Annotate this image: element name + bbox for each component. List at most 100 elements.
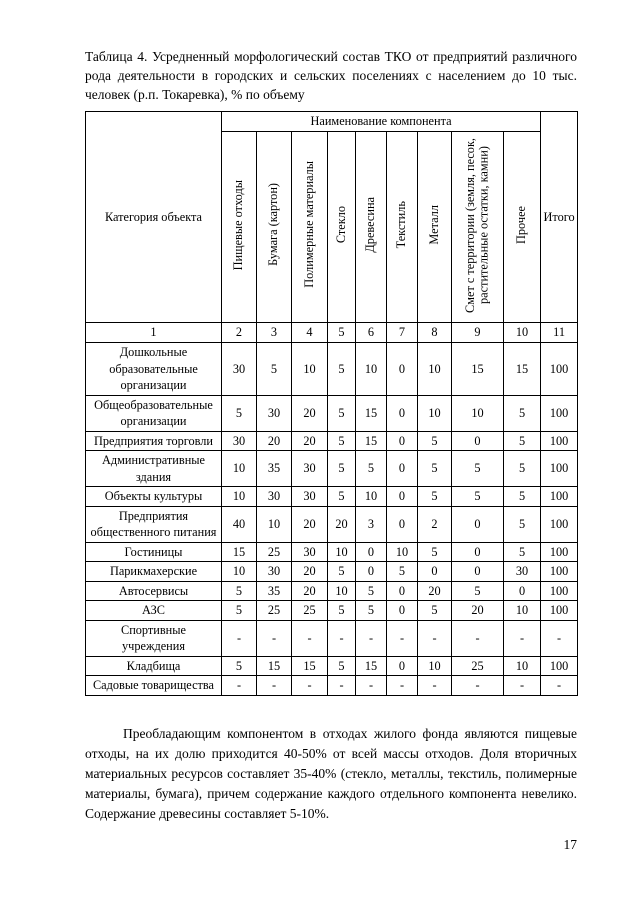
component-group-header-cell: Наименование компонента (220, 111, 542, 132)
numbering-cell: 1 (85, 322, 222, 343)
component-header-cell: Древесина (355, 131, 387, 323)
value-cell: 100 (540, 486, 579, 507)
value-cell: 20 (291, 505, 328, 543)
value-cell: 30 (221, 430, 257, 451)
numbering-cell: 11 (540, 322, 579, 343)
value-cell: 30 (291, 450, 328, 487)
value-cell: 5 (451, 486, 504, 507)
numbering-cell: 3 (256, 322, 292, 343)
table-row: Административные здания 10 35 30 5 5 0 5 5 5 100 (85, 450, 579, 487)
value-cell: 5 (327, 450, 356, 487)
value-cell: 15 (221, 541, 257, 562)
value-cell: 100 (540, 342, 579, 396)
value-cell: 5 (502, 430, 542, 451)
value-cell: 100 (540, 450, 579, 487)
value-cell: 10 (355, 342, 387, 396)
value-cell: 5 (256, 342, 292, 396)
value-cell: 3 (355, 505, 387, 543)
component-header-label: Полимерные материалы (301, 161, 316, 289)
value-cell: 35 (256, 580, 292, 601)
component-header-cell: Полимерные материалы (291, 131, 328, 323)
value-cell: 5 (327, 600, 356, 621)
value-cell: 5 (355, 580, 387, 601)
value-cell: 5 (221, 580, 257, 601)
numbering-cell: 6 (355, 322, 387, 343)
value-cell: 0 (451, 430, 504, 451)
value-cell: 5 (327, 430, 356, 451)
value-cell: 0 (355, 561, 387, 582)
value-cell: - (502, 675, 542, 696)
component-header-label: Древесина (363, 196, 378, 253)
value-cell: 10 (417, 342, 452, 396)
category-cell: Спортивные учреждения (85, 619, 222, 657)
value-cell: 5 (221, 394, 257, 432)
category-cell: Автосервисы (85, 580, 222, 601)
value-cell: 10 (221, 450, 257, 487)
table-row: Объекты культуры 10 30 30 5 10 0 5 5 5 100 (85, 486, 579, 507)
value-cell: 20 (417, 580, 452, 601)
value-cell: 20 (291, 580, 328, 601)
value-cell: - (327, 619, 356, 657)
value-cell: 5 (386, 561, 418, 582)
value-cell: - (221, 619, 257, 657)
value-cell: 2 (417, 505, 452, 543)
value-cell: 10 (502, 655, 542, 676)
value-cell: 0 (386, 450, 418, 487)
table-row: АЗС 5 25 25 5 5 0 5 20 10 100 (85, 600, 579, 621)
value-cell: - (417, 675, 452, 696)
value-cell: 5 (327, 342, 356, 396)
component-header-label: Смет с территории (земля, песок, растите… (463, 137, 491, 313)
value-cell: - (256, 675, 292, 696)
numbering-cell: 4 (291, 322, 328, 343)
value-cell: 100 (540, 600, 579, 621)
component-header-cell: Пищевые отходы (221, 131, 257, 323)
value-cell: - (386, 675, 418, 696)
value-cell: 0 (386, 655, 418, 676)
component-header-label: Металл (426, 204, 441, 245)
category-cell: Административные здания (85, 450, 222, 487)
value-cell: 30 (221, 342, 257, 396)
value-cell: 5 (502, 505, 542, 543)
value-cell: 5 (327, 655, 356, 676)
value-cell: 5 (417, 430, 452, 451)
category-cell: Гостиницы (85, 541, 222, 562)
value-cell: 15 (451, 342, 504, 396)
category-cell: Садовые товарищества (85, 675, 222, 696)
component-header-label: Прочее (514, 205, 529, 244)
value-cell: 5 (502, 394, 542, 432)
value-cell: - (256, 619, 292, 657)
table-row: Парикмахерские 10 30 20 5 0 5 0 0 30 100 (85, 561, 579, 582)
page-content: Таблица 4. Усредненный морфологический с… (85, 47, 579, 853)
value-cell: - (451, 619, 504, 657)
value-cell: 5 (502, 486, 542, 507)
value-cell: 0 (386, 600, 418, 621)
value-cell: 30 (256, 561, 292, 582)
component-header-cell: Смет с территории (земля, песок, растите… (451, 131, 504, 323)
table-caption: Таблица 4. Усредненный морфологический с… (85, 49, 577, 102)
value-cell: 15 (502, 342, 542, 396)
table-row: Предприятия общественного питания 40 10 20 2… (85, 505, 579, 543)
value-cell: 10 (386, 541, 418, 562)
value-cell: - (417, 619, 452, 657)
value-cell: 25 (256, 600, 292, 621)
value-cell: 30 (256, 394, 292, 432)
value-cell: 10 (221, 486, 257, 507)
value-cell: 25 (256, 541, 292, 562)
value-cell: 5 (327, 394, 356, 432)
value-cell: 5 (417, 486, 452, 507)
value-cell: 100 (540, 505, 579, 543)
table-row: Общеобразовательные организации 5 30 20 5 15 0… (85, 394, 579, 432)
numbering-cell: 7 (386, 322, 418, 343)
value-cell: 15 (355, 430, 387, 451)
value-cell: - (502, 619, 542, 657)
value-cell: 10 (502, 600, 542, 621)
value-cell: 5 (355, 600, 387, 621)
value-cell: 0 (386, 505, 418, 543)
component-header-cell: Металл (417, 131, 452, 323)
table-header: Категория объекта Наименование компонент… (85, 111, 579, 323)
value-cell: 0 (417, 561, 452, 582)
value-cell: 35 (256, 450, 292, 487)
value-cell: 10 (221, 561, 257, 582)
value-cell: - (540, 619, 579, 657)
